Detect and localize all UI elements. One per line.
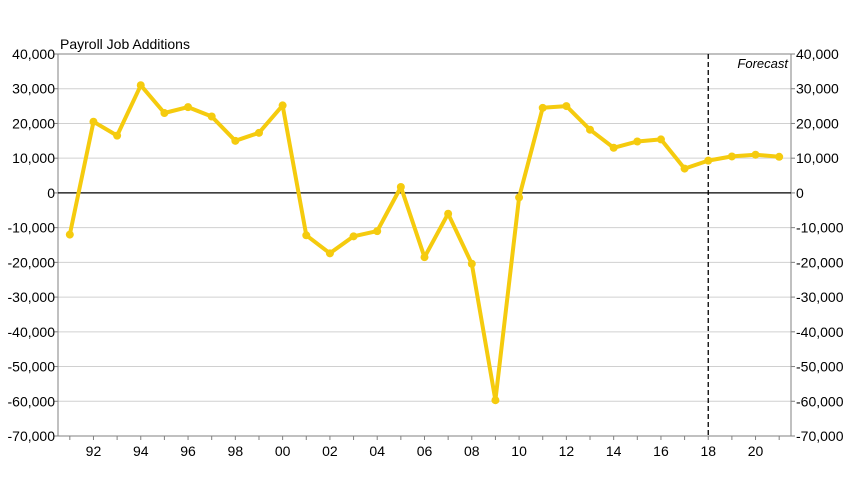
data-point [160, 109, 169, 118]
data-point [467, 259, 476, 268]
y-tick-label: -30,000 [8, 289, 56, 305]
data-point [704, 156, 713, 165]
data-point [727, 152, 736, 161]
forecast-label: Forecast [737, 56, 789, 71]
data-point [586, 125, 595, 134]
y-tick-label: 0 [47, 185, 55, 201]
y-tick-label: -20,000 [8, 254, 56, 270]
y-tick-label-right: -70,000 [796, 428, 844, 444]
y-tick-label: -10,000 [8, 220, 56, 236]
data-point [302, 231, 311, 240]
x-tick-label: 16 [653, 443, 669, 459]
series-line [67, 83, 782, 403]
data-point [491, 396, 500, 405]
data-point [656, 135, 665, 144]
y-tick-label-right: 40,000 [796, 46, 839, 62]
y-tick-label-right: -60,000 [796, 393, 844, 409]
data-point [325, 249, 334, 258]
data-point [65, 230, 74, 239]
y-tick-label: 30,000 [12, 81, 55, 97]
y-tick-label: -70,000 [8, 428, 56, 444]
y-tick-label: 40,000 [12, 46, 55, 62]
x-tick-label: 96 [180, 443, 196, 459]
data-point [562, 102, 571, 111]
y-tick-label-right: 10,000 [796, 150, 839, 166]
y-tick-label: 20,000 [12, 115, 55, 131]
data-point [775, 152, 784, 161]
x-tick-label: 12 [559, 443, 575, 459]
right-y-axis: 40,000 30,000 20,000 10,000 0 -10,000 -20,000 -… [791, 46, 844, 444]
gridlines [58, 88, 791, 402]
x-tick-label: 20 [748, 443, 764, 459]
y-tick-label-right: -50,000 [796, 359, 844, 375]
y-tick-label: 10,000 [12, 150, 55, 166]
chart-title: Payroll Job Additions [60, 36, 190, 52]
x-tick-label: 06 [417, 443, 433, 459]
x-tick-label: 98 [228, 443, 244, 459]
data-point [136, 81, 145, 90]
x-tick-label: 00 [275, 443, 291, 459]
x-tick-label: 18 [700, 443, 716, 459]
y-tick-label-right: -30,000 [796, 289, 844, 305]
data-point [609, 143, 618, 152]
data-point [538, 103, 547, 112]
x-tick-label: 10 [511, 443, 527, 459]
y-tick-label-right: 30,000 [796, 81, 839, 97]
data-point [373, 227, 382, 236]
y-tick-label: -40,000 [8, 324, 56, 340]
y-tick-label: -50,000 [8, 359, 56, 375]
y-tick-label-right: -10,000 [796, 220, 844, 236]
series-points [65, 81, 784, 405]
y-tick-label-right: 0 [796, 185, 804, 201]
x-tick-label: 08 [464, 443, 480, 459]
data-point [89, 117, 98, 126]
data-point [349, 232, 358, 241]
x-tick-label: 02 [322, 443, 338, 459]
left-y-axis: 40,000 30,000 20,000 10,000 0 -10,000 -20,000 -… [8, 46, 58, 444]
y-tick-label-right: 20,000 [796, 115, 839, 131]
data-point [680, 164, 689, 173]
x-tick-label: 04 [369, 443, 385, 459]
x-tick-label: 94 [133, 443, 149, 459]
data-point [515, 193, 524, 202]
data-point [444, 209, 453, 218]
data-point [254, 128, 263, 137]
x-tick-label: 92 [86, 443, 102, 459]
x-tick-label: 14 [606, 443, 622, 459]
data-point [184, 103, 193, 112]
data-point [278, 101, 287, 110]
data-point [113, 131, 122, 140]
x-axis: 92 94 96 98 00 02 04 06 08 10 12 14 16 18 20 [69, 436, 780, 459]
data-point [396, 183, 405, 192]
data-point [420, 253, 429, 262]
data-point [231, 136, 240, 145]
data-point [207, 112, 216, 121]
data-point [751, 150, 760, 159]
data-point [633, 137, 642, 146]
y-tick-label-right: -20,000 [796, 254, 844, 270]
y-tick-label-right: -40,000 [796, 324, 844, 340]
y-tick-label: -60,000 [8, 393, 56, 409]
